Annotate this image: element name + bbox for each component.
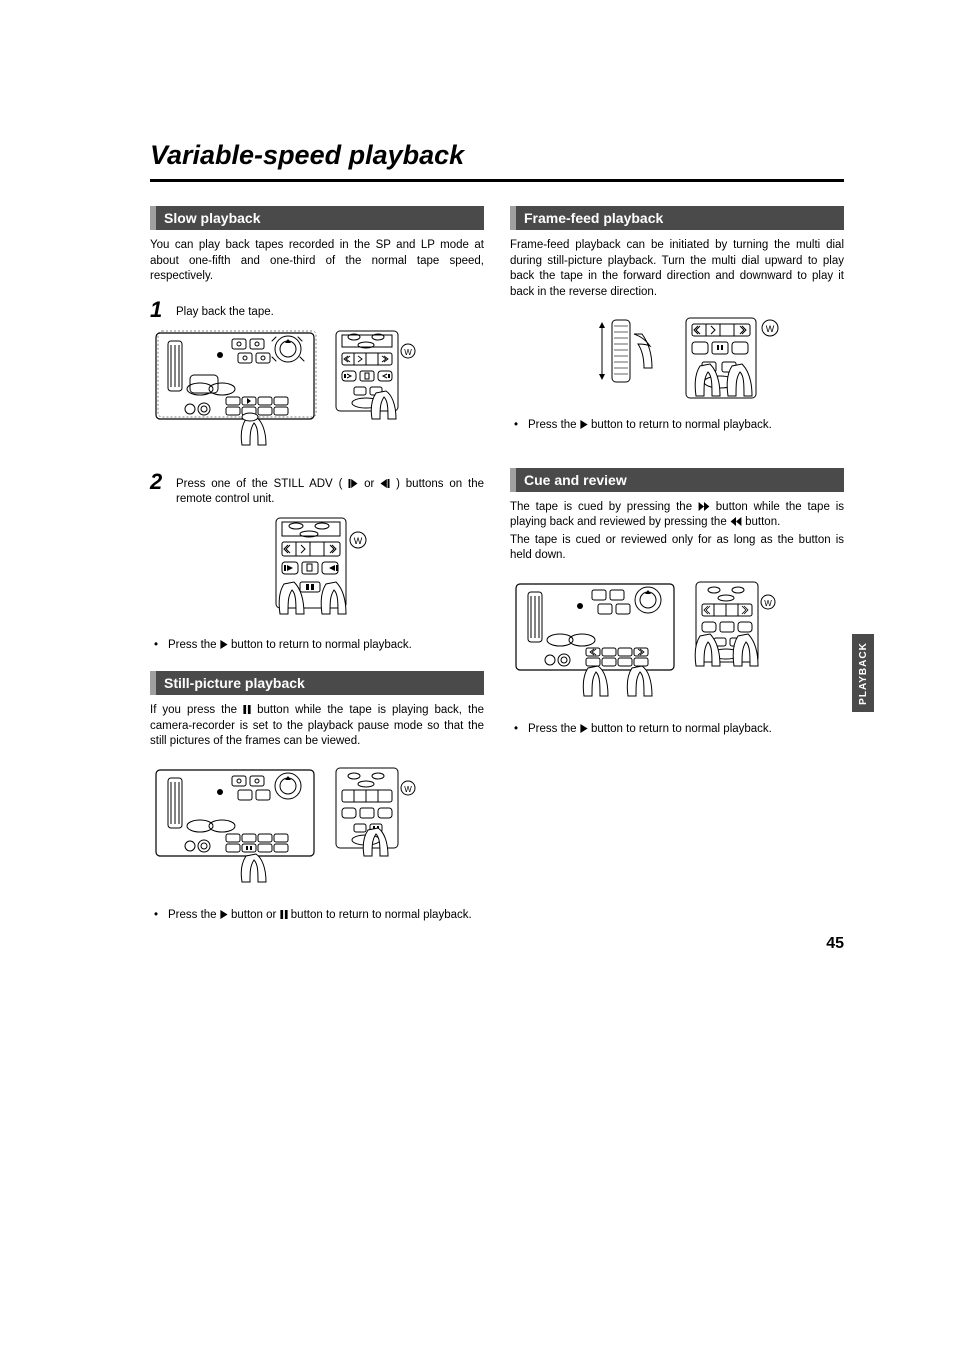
svg-text:W: W [404,348,412,357]
slow-note-text: Press the button to return to normal pla… [168,638,412,654]
remote-diagram-icon: W [262,514,372,624]
step-1: 1 Play back the tape. [150,299,484,321]
cue-note-text: Press the button to return to normal pla… [528,722,772,738]
step2-b: or [358,478,380,490]
svg-text:W: W [764,599,772,608]
camera-diagram-icon [150,327,320,457]
title-rule [150,179,844,182]
section-tab: PLAYBACK [852,634,874,712]
figure-camera-remote-4: W [510,578,844,708]
figure-camera-remote-1: W [150,327,484,457]
rew-icon [730,517,742,526]
step-2: 2 Press one of the STILL ADV ( or ) butt… [150,471,484,508]
step2-a: Press one of the STILL ADV ( [176,478,348,490]
page-title: Variable-speed playback [150,140,844,171]
frame-intro: Frame-feed playback can be initiated by … [510,238,844,300]
remote-diagram-icon: W [332,327,418,427]
dial-hand-icon [572,314,662,394]
still-heading: Still-picture playback [150,671,484,695]
step-fwd-icon [348,479,358,488]
svg-text:W: W [404,785,412,794]
play-icon [580,724,588,733]
frame-note-text: Press the button to return to normal pla… [528,418,772,434]
step-2-number: 2 [150,471,168,493]
right-column: Frame-feed playback Frame-feed playback … [510,206,844,941]
still-note: • Press the button or button to return t… [154,908,484,924]
remote-diagram-icon: W [682,314,782,404]
figure-remote-2: W [150,514,484,624]
step-1-text: Play back the tape. [176,299,274,321]
play-icon [220,910,228,919]
step-rev-icon [380,479,390,488]
bullet-icon: • [514,722,522,738]
figure-camera-remote-3: W [150,764,484,894]
svg-text:W: W [766,324,775,334]
slow-intro: You can play back tapes recorded in the … [150,238,484,285]
cue-note: • Press the button to return to normal p… [514,722,844,738]
slow-note: • Press the button to return to normal p… [154,638,484,654]
cue-heading: Cue and review [510,468,844,492]
svg-text:W: W [354,536,363,546]
cue-intro-2: The tape is cued or reviewed only for as… [510,533,844,564]
left-column: Slow playback You can play back tapes re… [150,206,484,941]
ff-icon [698,502,710,511]
remote-diagram-icon: W [332,764,418,864]
slow-playback-heading: Slow playback [150,206,484,230]
page: Variable-speed playback Slow playback Yo… [0,0,954,1001]
camera-diagram-icon [510,578,680,708]
camera-diagram-icon [150,764,320,894]
columns: Slow playback You can play back tapes re… [150,206,844,941]
still-intro: If you press the button while the tape i… [150,703,484,750]
step-2-text: Press one of the STILL ADV ( or ) button… [176,471,484,508]
frame-note: • Press the button to return to normal p… [514,418,844,434]
page-number: 45 [826,935,844,953]
pause-icon [280,910,288,919]
play-icon [220,640,228,649]
bullet-icon: • [514,418,522,434]
step-1-number: 1 [150,299,168,321]
pause-icon [243,705,251,714]
cue-intro: The tape is cued by pressing the button … [510,500,844,531]
frame-heading: Frame-feed playback [510,206,844,230]
remote-diagram-icon: W [692,578,778,678]
still-note-text: Press the button or button to return to … [168,908,472,924]
bullet-icon: • [154,908,162,924]
figure-dial-remote: W [510,314,844,404]
bullet-icon: • [154,638,162,654]
play-icon [580,420,588,429]
